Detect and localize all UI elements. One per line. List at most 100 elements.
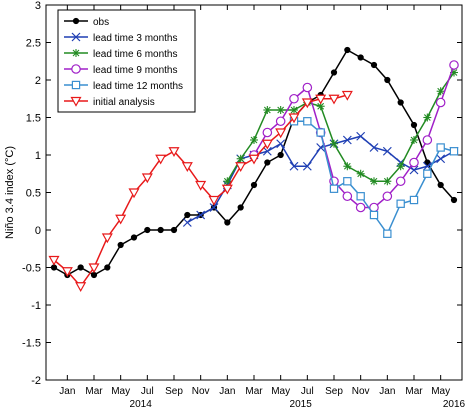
data-point [409, 157, 419, 168]
data-point [263, 106, 272, 114]
data-point [184, 211, 191, 219]
data-point [275, 128, 287, 139]
y-tick-label: 2 [35, 75, 41, 87]
data-point [277, 151, 284, 159]
data-point [224, 219, 231, 226]
year-label: 2015 [290, 399, 313, 410]
y-tick-label: 0 [35, 225, 41, 237]
year-label: 2014 [130, 399, 153, 410]
series-layer [48, 46, 459, 292]
data-point [410, 136, 418, 144]
series-line [226, 72, 455, 182]
x-tick-label: May [111, 386, 130, 397]
data-point [316, 128, 325, 137]
data-point [437, 181, 444, 189]
data-point [370, 177, 378, 186]
data-point [170, 226, 178, 234]
data-point [369, 210, 379, 220]
data-point [356, 131, 366, 141]
data-point [409, 195, 419, 205]
data-point [275, 116, 286, 127]
data-point [395, 176, 406, 187]
data-point [221, 184, 233, 195]
data-point [72, 17, 80, 25]
legend-item: obs [64, 17, 109, 28]
legend-label: lead time 6 months [93, 49, 178, 60]
legend-item: lead time 12 months [64, 80, 183, 92]
data-point [382, 146, 392, 156]
x-tick-label: Mar [85, 386, 103, 397]
data-point [276, 106, 285, 114]
x-tick-label: Jul [301, 386, 314, 397]
data-point [70, 96, 82, 107]
data-point [155, 154, 167, 165]
legend-label: obs [93, 17, 109, 28]
data-point [436, 154, 446, 164]
x-tick-label: Mar [405, 386, 423, 397]
data-point [328, 94, 340, 105]
data-point [422, 135, 433, 145]
x-tick-label: May [431, 386, 450, 397]
x-tick-label: Mar [245, 386, 263, 397]
legend-item: lead time 3 months [64, 32, 178, 44]
data-point [262, 127, 273, 138]
data-point [130, 234, 138, 241]
data-point [236, 154, 245, 163]
y-tick-label: -1.5 [22, 338, 41, 350]
x-tick-label: May [271, 386, 290, 397]
data-point [396, 199, 405, 208]
data-point [370, 61, 378, 69]
data-point [264, 159, 271, 166]
legend-item: lead time 6 months [64, 49, 178, 60]
x-tick-label: Jan [59, 386, 75, 397]
data-point [424, 159, 431, 166]
data-point [261, 139, 273, 150]
data-point [344, 46, 351, 54]
x-tick-label: Nov [192, 386, 210, 397]
data-point [436, 143, 445, 152]
data-point [450, 196, 458, 204]
data-point [330, 139, 338, 148]
data-point [101, 233, 113, 244]
data-point [72, 49, 80, 57]
data-point [355, 202, 366, 213]
data-point [289, 93, 299, 104]
legend-item: lead time 9 months [64, 64, 178, 76]
data-point [356, 192, 365, 201]
y-tick-label: -2 [31, 375, 41, 387]
y-tick-label: 2.5 [26, 38, 41, 50]
plot-frame [45, 4, 463, 381]
data-point [209, 203, 219, 212]
y-tick-label: 1 [35, 150, 41, 162]
data-point [288, 113, 300, 124]
legend-item: initial analysis [64, 96, 155, 108]
x-tick-label: Jan [219, 386, 235, 397]
data-point [302, 82, 313, 93]
data-point [423, 169, 432, 178]
data-point [182, 218, 192, 227]
data-point [449, 147, 459, 156]
data-point [77, 264, 84, 271]
data-point [117, 241, 124, 249]
legend-label: lead time 12 months [93, 81, 183, 92]
data-point [357, 54, 364, 61]
data-point [303, 117, 312, 126]
data-point [383, 229, 392, 238]
data-point [382, 191, 393, 202]
legend: obs lead time 3 months lead time 6 months l… [57, 9, 196, 113]
data-point [410, 121, 418, 129]
data-point [250, 181, 258, 189]
legend-label: initial analysis [93, 97, 155, 108]
data-point [436, 87, 445, 96]
data-point [61, 267, 73, 277]
data-point [115, 214, 127, 225]
data-point [384, 76, 391, 84]
data-point [330, 69, 338, 76]
data-point [168, 147, 180, 157]
series-4 [289, 117, 459, 238]
legend-label: lead time 3 months [93, 33, 178, 44]
data-point [342, 191, 353, 202]
x-tick-label: Jul [141, 386, 154, 397]
x-tick-label: Nov [352, 386, 370, 397]
